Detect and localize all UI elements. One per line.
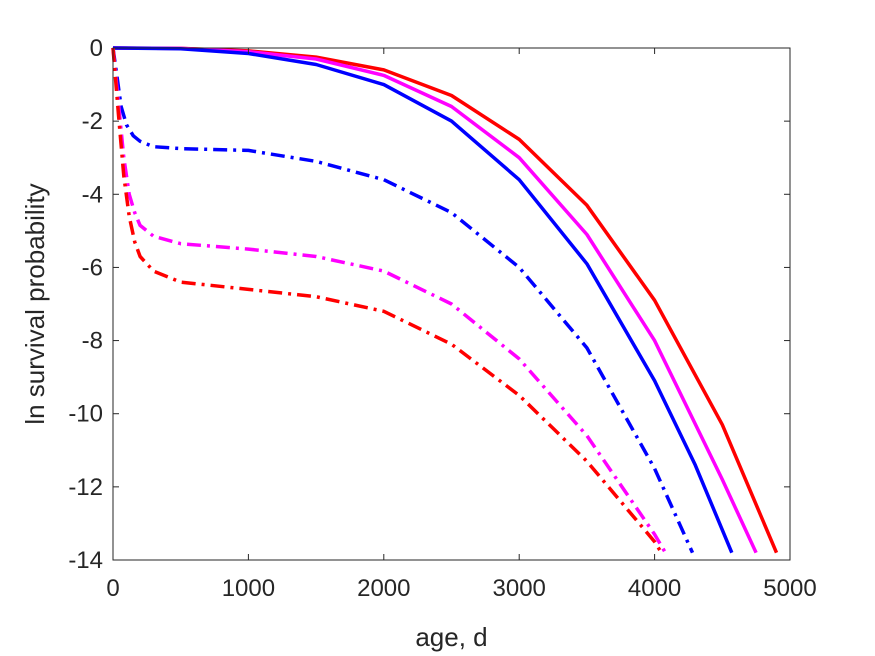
x-tick-label: 2000 xyxy=(357,575,410,602)
y-tick-label: -4 xyxy=(82,181,103,208)
y-tick-label: -2 xyxy=(82,108,103,135)
x-tick-label: 3000 xyxy=(493,575,546,602)
y-axis-label: ln survival probability xyxy=(20,183,50,424)
x-tick-label: 5000 xyxy=(763,575,816,602)
y-tick-label: -12 xyxy=(68,474,103,501)
y-tick-label: -10 xyxy=(68,401,103,428)
y-tick-label: -14 xyxy=(68,547,103,574)
axis-ticks: 0 1000 2000 3000 4000 5000 0 -2 -4 -6 -8 -10 -12 -14 xyxy=(68,35,816,602)
series-line-5 xyxy=(111,47,667,554)
x-tick-label: 0 xyxy=(106,575,119,602)
series-line-4 xyxy=(111,47,695,554)
series-line-3 xyxy=(112,46,734,554)
y-tick-label: -6 xyxy=(82,254,103,281)
series-lines xyxy=(111,46,779,554)
series-line-6 xyxy=(111,47,663,554)
plot-frame xyxy=(112,47,791,561)
x-tick-label: 1000 xyxy=(222,575,275,602)
x-tick-label: 4000 xyxy=(628,575,681,602)
y-tick-label: 0 xyxy=(90,35,103,62)
x-axis-label: age, d xyxy=(415,622,487,652)
y-tick-label: -8 xyxy=(82,328,103,355)
